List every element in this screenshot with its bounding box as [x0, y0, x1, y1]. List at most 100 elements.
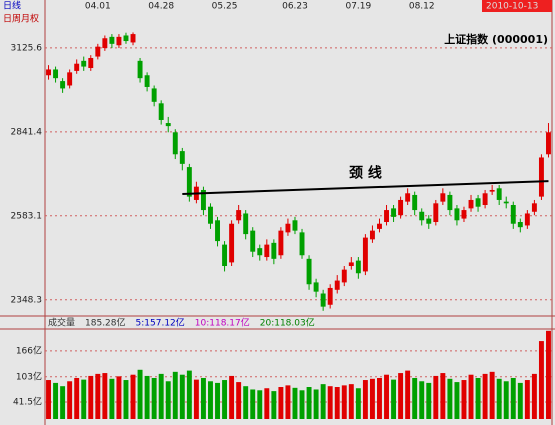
volume-bar	[95, 373, 101, 419]
volume-bar	[538, 341, 544, 419]
neckline	[182, 180, 549, 195]
candle-body	[53, 69, 59, 79]
candle-body	[313, 282, 319, 292]
volume-bar	[468, 374, 474, 419]
volume-bar	[313, 389, 319, 419]
volume-bar	[433, 375, 439, 419]
volume-bar	[229, 375, 235, 419]
volume-bar	[461, 380, 467, 419]
volume-bar	[489, 371, 495, 419]
volume-bar	[278, 387, 284, 419]
candle-body	[440, 193, 446, 202]
candle-body	[172, 132, 178, 155]
y-tick-label: 2841.4	[11, 127, 43, 137]
x-tick-label: 06.23	[282, 2, 308, 12]
volume-bar	[116, 376, 122, 419]
volume-bar	[158, 373, 164, 419]
candle-body	[257, 248, 263, 256]
candle-body	[503, 201, 509, 204]
candle-body	[377, 223, 382, 229]
volume-bar	[60, 386, 66, 419]
volume-bar	[151, 377, 157, 419]
volume-bar	[384, 374, 389, 419]
neckline-label: 颈 线	[348, 165, 382, 182]
candle-body	[186, 167, 192, 197]
candle-body	[531, 203, 537, 212]
indicator-label: 10:118.17亿	[195, 317, 250, 329]
candle-body	[369, 230, 375, 240]
candle-body	[229, 223, 235, 263]
volume-bar	[46, 380, 51, 419]
candle-body	[489, 189, 495, 192]
x-tick-label: 04.01	[85, 2, 111, 12]
volume-bar	[102, 373, 108, 419]
volume-bar	[454, 382, 460, 419]
candle-body	[524, 213, 530, 226]
volume-bar	[130, 374, 136, 419]
volume-bar	[222, 380, 228, 419]
volume-bar	[123, 380, 129, 419]
candle-body	[102, 38, 108, 49]
volume-bar	[200, 377, 206, 419]
candle-body	[215, 220, 220, 242]
candle-body	[208, 206, 213, 224]
period-tabs[interactable]: 日周月权	[3, 13, 39, 25]
candle-body	[158, 103, 164, 120]
candle-body	[433, 203, 439, 223]
volume-bar	[362, 380, 368, 419]
volume-bar	[74, 377, 80, 419]
candle-body	[412, 194, 418, 211]
candle-body	[496, 188, 502, 200]
x-tick-label: 08.12	[409, 2, 435, 12]
volume-bar	[179, 374, 185, 419]
y-tick-label: 103亿	[16, 370, 42, 382]
volume-bar	[355, 388, 361, 419]
x-tick-label: 05.25	[212, 2, 238, 12]
candle-body	[165, 123, 171, 127]
volume-bar	[292, 387, 298, 419]
volume-bar	[186, 370, 192, 419]
volume-bar	[426, 382, 432, 419]
volume-bar	[285, 385, 291, 419]
candle-body	[243, 213, 249, 235]
indicator-label: 185.28亿	[85, 317, 126, 329]
volume-bar	[264, 388, 270, 419]
volume-bar	[524, 380, 530, 419]
candle-body	[285, 223, 291, 233]
volume-bar	[348, 384, 354, 419]
candle-body	[454, 208, 460, 221]
volume-bar	[369, 378, 375, 419]
volume-bar	[137, 369, 143, 419]
candle-body	[461, 210, 467, 219]
candle-body	[67, 72, 73, 86]
volume-bar	[327, 386, 333, 419]
volume-bar	[81, 379, 87, 419]
candle-body	[299, 232, 305, 256]
volume-bar	[412, 377, 418, 419]
candle-body	[475, 198, 481, 207]
y-tick-label: 2348.3	[11, 295, 43, 305]
candle-body	[348, 262, 354, 267]
volume-bar	[299, 390, 305, 419]
candle-body	[236, 210, 242, 221]
volume-bar	[250, 389, 256, 419]
indicator-label: 成交量	[48, 317, 75, 329]
candle-body	[419, 211, 425, 221]
candle-body	[341, 269, 347, 283]
volume-bar	[546, 330, 551, 419]
candle-body	[384, 210, 389, 223]
x-tick-label: 04.28	[148, 2, 174, 12]
volume-bar	[341, 385, 347, 419]
date-box	[482, 0, 552, 12]
candle-body	[109, 36, 115, 44]
volume-bar	[67, 381, 73, 419]
candle-body	[144, 75, 150, 87]
volume-bar	[482, 373, 488, 419]
candle-body	[327, 287, 333, 305]
volume-bar	[531, 373, 537, 419]
volume-bar	[215, 382, 220, 419]
indicator-label: 5:157.12亿	[136, 317, 185, 329]
volume-bar	[517, 382, 523, 419]
volume-bar	[391, 379, 397, 419]
candle-body	[517, 222, 523, 228]
